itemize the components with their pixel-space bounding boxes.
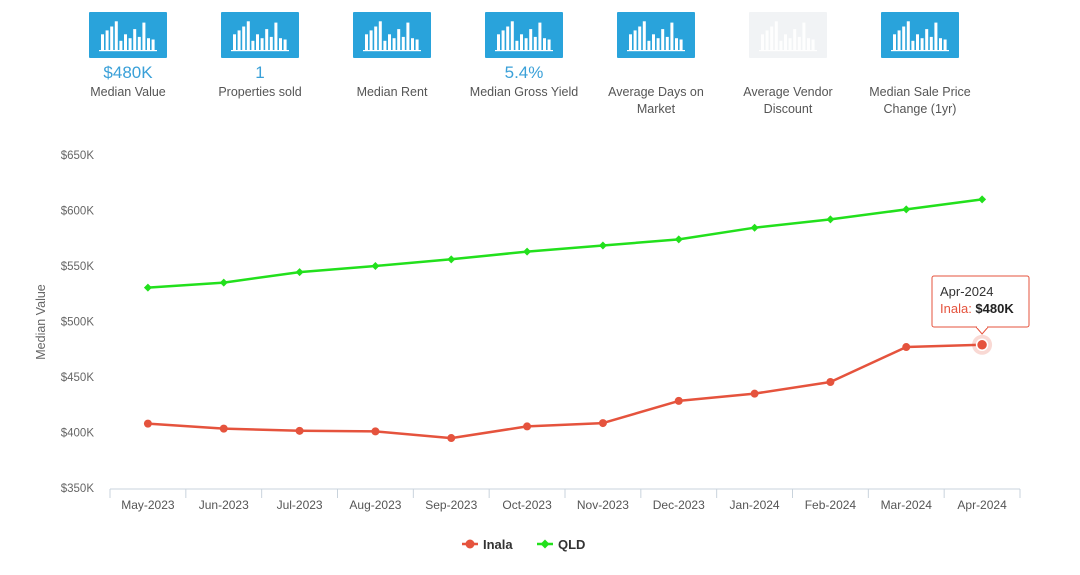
- tooltip-title: Apr-2024: [940, 284, 993, 299]
- stat-value: $480K: [103, 63, 153, 82]
- data-point[interactable]: [447, 255, 456, 264]
- data-point[interactable]: [978, 195, 987, 204]
- bar-chart-icon: [881, 12, 959, 58]
- series-qld: [143, 195, 987, 292]
- series-line: [147, 343, 983, 440]
- y-tick-label: $650K: [61, 150, 95, 162]
- data-point[interactable]: [371, 427, 380, 436]
- data-point[interactable]: [143, 283, 152, 292]
- data-point[interactable]: [219, 424, 228, 433]
- bar-chart-icon: [89, 12, 167, 58]
- bar-chart-icon: [353, 12, 431, 58]
- legend: Inala QLD: [462, 537, 585, 552]
- data-point[interactable]: [902, 205, 911, 214]
- data-point[interactable]: [523, 247, 532, 256]
- stat-label: Median Value: [90, 85, 166, 99]
- stat-average-vendor-discount[interactable]: Average Vendor Discount: [722, 12, 854, 118]
- stat-median-gross-yield[interactable]: 5.4% Median Gross Yield: [458, 12, 590, 101]
- stat-label: Median Rent: [356, 85, 428, 99]
- stat-value: [590, 60, 722, 84]
- data-point[interactable]: [750, 223, 759, 232]
- tooltip-value: Inala: $480K: [940, 301, 1014, 316]
- stat-value: 1: [255, 63, 265, 82]
- stat-value: 5.4%: [504, 63, 544, 82]
- legend-item-inala[interactable]: Inala: [462, 537, 513, 552]
- legend-label: QLD: [558, 537, 585, 552]
- series-line: [147, 198, 983, 289]
- y-tick-label: $500K: [61, 317, 95, 329]
- y-tick-label: $350K: [61, 483, 95, 495]
- data-point[interactable]: [371, 262, 380, 270]
- hover-point[interactable]: [975, 338, 989, 352]
- stat-label: Average Vendor Discount: [743, 85, 833, 116]
- x-tick-label: Jul-2023: [277, 498, 323, 512]
- stat-value: [722, 60, 854, 84]
- data-point[interactable]: [295, 268, 304, 277]
- stat-label: Average Days on Market: [608, 85, 704, 116]
- stat-median-sale-price-change[interactable]: Median Sale Price Change (1yr): [854, 12, 986, 118]
- x-tick-label: Sep-2023: [425, 498, 477, 512]
- bar-chart-icon: [749, 12, 827, 58]
- stat-label: Median Sale Price Change (1yr): [869, 85, 971, 116]
- data-point[interactable]: [143, 419, 152, 428]
- x-tick-label: Feb-2024: [805, 498, 857, 512]
- stats-bar: $480K Median Value 1 Properties sold Med…: [0, 0, 1080, 130]
- x-tick-label: Mar-2024: [881, 498, 933, 512]
- y-axis-title: Median Value: [34, 284, 48, 360]
- stat-label: Median Gross Yield: [469, 85, 579, 99]
- stat-value: [326, 60, 458, 84]
- x-tick-label: Jun-2023: [199, 498, 249, 512]
- stat-median-rent[interactable]: Median Rent: [326, 12, 458, 101]
- x-tick-label: Apr-2024: [957, 498, 1007, 512]
- data-point[interactable]: [523, 422, 532, 431]
- x-tick-label: May-2023: [121, 498, 175, 512]
- x-tick-label: Nov-2023: [577, 498, 629, 512]
- stat-properties-sold[interactable]: 1 Properties sold: [194, 12, 326, 101]
- x-tick-label: Dec-2023: [653, 498, 705, 512]
- legend-label: Inala: [483, 537, 513, 552]
- y-tick-label: $600K: [61, 206, 95, 218]
- hover-halo: [972, 334, 993, 355]
- series-inala: [143, 340, 987, 443]
- y-tick-label: $400K: [61, 428, 95, 440]
- data-point[interactable]: [598, 419, 607, 428]
- data-point[interactable]: [826, 377, 835, 386]
- data-point[interactable]: [674, 396, 683, 405]
- x-tick-label: Aug-2023: [349, 498, 401, 512]
- data-point[interactable]: [750, 389, 759, 398]
- data-point[interactable]: [902, 343, 911, 352]
- series-layer: [143, 195, 987, 443]
- y-tick-label: $450K: [61, 372, 95, 384]
- x-axis: May-2023 Jun-2023 Jul-2023 Aug-2023 Sep-2023…: [109, 488, 1021, 512]
- stat-value: [854, 60, 986, 84]
- data-point[interactable]: [674, 235, 683, 244]
- bar-chart-icon: [617, 12, 695, 58]
- data-point[interactable]: [295, 426, 304, 435]
- data-point[interactable]: [598, 241, 607, 250]
- tooltip-pointer: [975, 326, 989, 335]
- y-tick-label: $550K: [61, 261, 95, 273]
- bar-chart-icon: [485, 12, 563, 58]
- data-point[interactable]: [447, 434, 456, 443]
- bar-chart-icon: [221, 12, 299, 58]
- tooltip-box: [931, 275, 1030, 328]
- legend-marker: [465, 539, 475, 549]
- data-point[interactable]: [978, 340, 987, 349]
- x-tick-label: Oct-2023: [502, 498, 552, 512]
- legend-item-qld[interactable]: QLD: [537, 537, 585, 552]
- x-tick-label: Jan-2024: [730, 498, 780, 512]
- y-axis: $350K $400K $450K $500K $550K $600K $650K: [61, 150, 95, 495]
- legend-marker: [540, 539, 550, 549]
- data-point[interactable]: [219, 278, 228, 287]
- stat-median-value[interactable]: $480K Median Value: [62, 12, 194, 101]
- stat-label: Properties sold: [218, 85, 302, 99]
- stat-average-days-on-market[interactable]: Average Days on Market: [590, 12, 722, 118]
- data-point[interactable]: [826, 215, 835, 224]
- tooltip: Apr-2024 Inala: $480K: [931, 275, 1030, 355]
